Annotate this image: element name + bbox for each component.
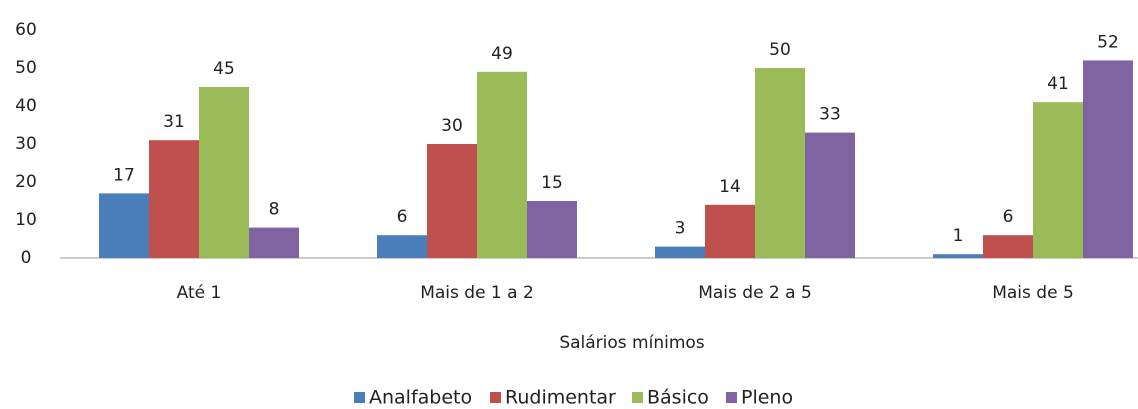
bar: [149, 140, 199, 258]
legend-label: Pleno: [741, 387, 793, 409]
legend-label: Rudimentar: [505, 387, 616, 409]
legend-swatch: [490, 392, 501, 403]
y-tick-label: 0: [21, 248, 32, 268]
y-tick-label: 40: [15, 96, 37, 116]
x-tick-label: Mais de 1 a 2: [420, 283, 534, 303]
data-label: 6: [397, 207, 408, 227]
data-label: 6: [1003, 207, 1014, 227]
bar: [199, 87, 249, 258]
data-label: 15: [541, 173, 563, 193]
data-label: 14: [719, 177, 741, 197]
data-label: 1: [953, 226, 964, 246]
x-tick-label: Mais de 2 a 5: [698, 283, 812, 303]
bar: [755, 68, 805, 258]
y-tick-label: 60: [15, 20, 37, 40]
data-label: 45: [213, 59, 235, 79]
bar: [99, 193, 149, 258]
y-tick-label: 30: [15, 134, 37, 154]
bar: [983, 235, 1033, 258]
bar: [655, 246, 705, 258]
legend-swatch: [632, 392, 643, 403]
legend-label: Básico: [647, 387, 709, 409]
bar: [527, 201, 577, 258]
data-label: 31: [163, 112, 185, 132]
y-tick-label: 10: [15, 210, 37, 230]
data-label: 33: [819, 105, 841, 125]
legend-label: Analfabeto: [369, 387, 472, 409]
y-tick-label: 20: [15, 172, 37, 192]
data-label: 41: [1047, 74, 1069, 94]
bar: [427, 144, 477, 258]
data-label: 3: [675, 219, 686, 239]
bar: [1083, 60, 1133, 259]
bar: [377, 235, 427, 258]
bar: [477, 71, 527, 258]
data-label: 8: [269, 200, 280, 220]
bar: [249, 227, 299, 258]
y-tick-label: 50: [15, 58, 37, 78]
legend-swatch: [354, 392, 365, 403]
legend-swatch: [726, 392, 737, 403]
bar: [705, 204, 755, 258]
bar: [1033, 102, 1083, 258]
data-label: 49: [491, 44, 513, 64]
data-label: 50: [769, 40, 791, 60]
data-label: 17: [113, 165, 135, 185]
bar: [933, 254, 983, 258]
bar: [805, 132, 855, 258]
data-label: 52: [1097, 32, 1119, 52]
x-tick-label: Mais de 5: [992, 283, 1074, 303]
x-tick-label: Até 1: [177, 283, 222, 303]
x-axis-title: Salários mínimos: [559, 333, 704, 353]
data-label: 30: [441, 116, 463, 136]
